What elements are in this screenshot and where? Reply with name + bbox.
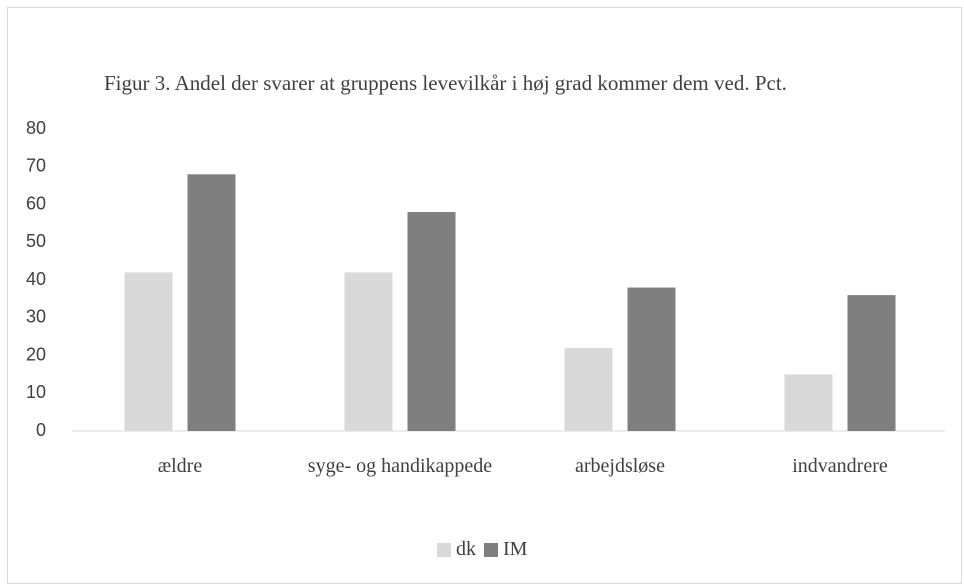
legend-swatch (437, 542, 451, 557)
bar (344, 272, 393, 431)
legend-label: dk (456, 538, 476, 560)
legend-swatch (484, 542, 498, 557)
x-tick-label: syge- og handikappede (307, 455, 493, 477)
legend-item: dk (437, 538, 476, 561)
x-tick-label: arbejdsløse (575, 455, 665, 477)
x-tick-label: ældre (157, 455, 203, 477)
x-tick-label: indvandrere (792, 455, 888, 477)
bar (784, 374, 833, 431)
y-tick-label: 60 (26, 193, 46, 213)
bar (847, 295, 896, 431)
y-tick-label: 40 (26, 269, 46, 289)
bar (407, 212, 456, 431)
y-tick-label: 30 (26, 307, 46, 327)
y-tick-label: 20 (26, 344, 46, 364)
bar (187, 174, 236, 432)
chart-title: Figur 3. Andel der svarer at gruppens le… (104, 71, 787, 95)
bar (627, 287, 676, 431)
y-tick-label: 10 (26, 382, 46, 402)
y-tick-label: 0 (36, 420, 46, 440)
chart-frame (7, 7, 962, 584)
bar (124, 272, 173, 431)
bar (564, 347, 613, 431)
legend-label: IM (503, 538, 528, 560)
y-tick-label: 70 (26, 156, 46, 176)
legend-item: IM (484, 538, 527, 561)
y-tick-label: 50 (26, 231, 46, 251)
legend: dk IM (437, 538, 535, 561)
y-tick-label: 80 (26, 118, 46, 138)
